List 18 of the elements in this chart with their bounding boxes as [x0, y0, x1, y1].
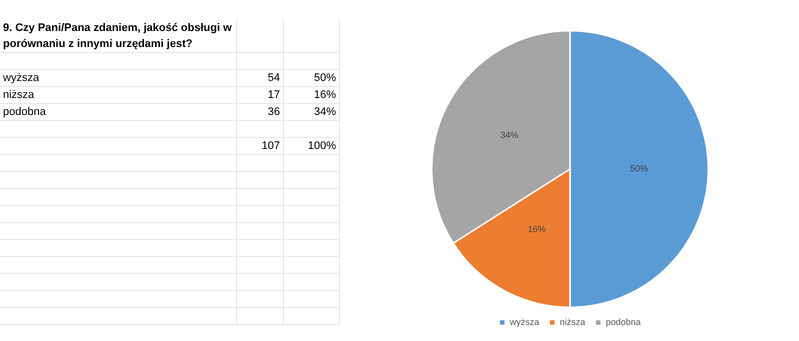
legend-label: niższa	[560, 316, 586, 327]
text: 50%	[314, 72, 336, 84]
category-label: niższa	[3, 89, 34, 101]
text: 54	[236, 70, 284, 86]
text: 9. Czy Pani/Pana zdaniem, jakość obsługi w porównaniu z innymi urzędami jest?	[0, 20, 236, 52]
text: 100%	[284, 138, 340, 154]
text: 107	[236, 138, 284, 154]
data-label: 16%	[528, 224, 546, 234]
data-label: 50%	[630, 163, 648, 174]
legend-label: podobna	[606, 316, 641, 327]
category-label: podobna	[3, 106, 46, 118]
legend-label: wyższa	[508, 316, 540, 327]
text: 17	[236, 86, 284, 104]
data-label: 34%	[284, 104, 340, 120]
text: 36	[236, 104, 284, 120]
text: 34%	[500, 130, 518, 140]
text: 16%	[314, 89, 336, 101]
category-label: wyższa	[3, 72, 40, 84]
